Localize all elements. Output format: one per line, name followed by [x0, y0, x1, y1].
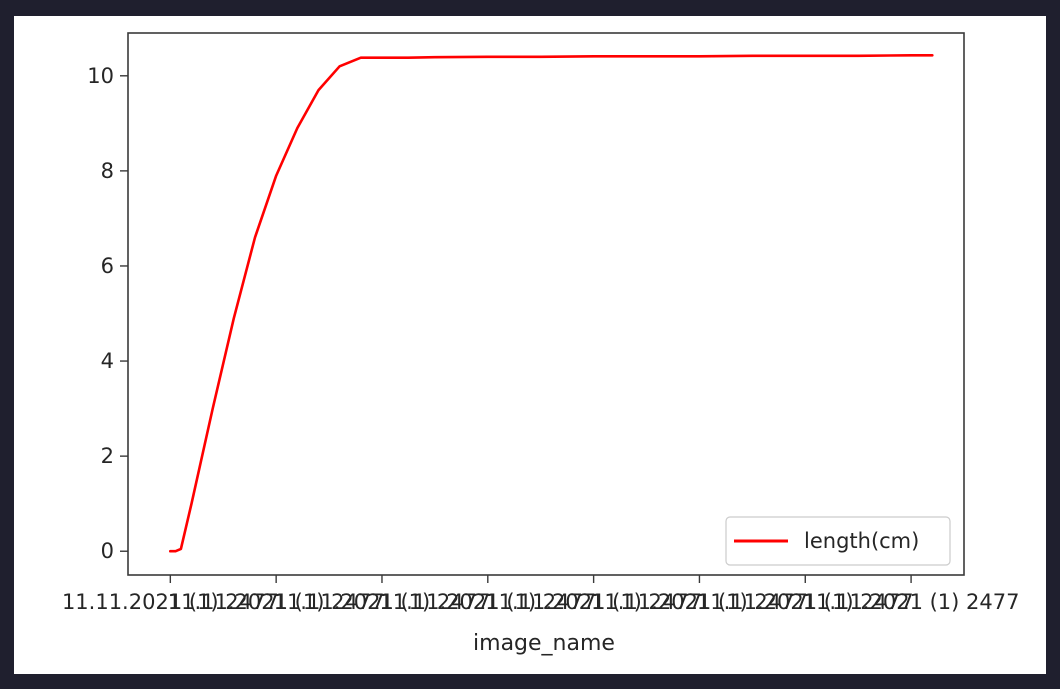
x-tick-label: 11.11.2021 (1) 2477 — [274, 590, 491, 614]
x-tick-label: 11.11.2021 (1) 2477 — [168, 590, 385, 614]
legend-label: length(cm) — [804, 529, 919, 553]
legend: length(cm) — [725, 516, 951, 566]
y-tick-label: 0 — [101, 539, 114, 563]
x-tick-label: 11.11.2021 (1) 2477 — [803, 590, 1020, 614]
y-tick-label: 8 — [101, 159, 114, 183]
x-tick-label: 11.11.2021 (1) 2477 — [379, 590, 596, 614]
y-tick-label: 10 — [87, 64, 114, 88]
series-line-0 — [169, 53, 934, 553]
x-tick-label: 11.11.2021 (1) 2477 — [62, 590, 279, 614]
x-tick-label: 11.11.2021 (1) 2477 — [591, 590, 808, 614]
y-tick-label: 6 — [101, 254, 114, 278]
y-axis: 0 2 4 6 8 10 — [87, 64, 128, 563]
series-layer — [169, 53, 934, 553]
x-axis-label: image_name — [473, 631, 615, 656]
figure-canvas: 0 2 4 6 8 10 11.11.2021 (1) 2477 11.11.2021 (1… — [14, 16, 1046, 674]
y-tick-label: 2 — [101, 444, 114, 468]
legend-box — [725, 516, 951, 566]
x-tick-label: 11.11.2021 (1) 2477 — [485, 590, 702, 614]
x-tick-label: 11.11.2021 (1) 2477 — [697, 590, 914, 614]
y-tick-label: 4 — [101, 349, 114, 373]
plot-area — [127, 32, 965, 576]
